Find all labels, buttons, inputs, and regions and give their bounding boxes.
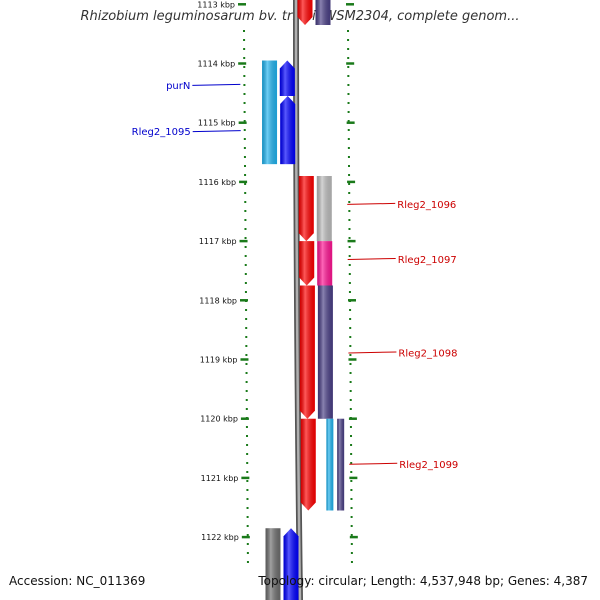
tick-label: 1118 kbp — [199, 296, 237, 305]
label-text: Rleg2_1097 — [398, 255, 457, 266]
label-leader-line — [348, 351, 397, 354]
label-text: purN — [166, 81, 190, 92]
accession-text: Accession: NC_011369 — [9, 574, 146, 588]
tick-label: 1122 kbp — [201, 533, 239, 542]
darkgray-gene-bottom[interactable] — [265, 528, 281, 600]
tick-label: 1114 kbp — [197, 60, 235, 69]
tick-label: 1117 kbp — [199, 237, 237, 246]
gene-label-rleg2_1097[interactable]: Rleg2_1097 — [347, 255, 457, 266]
gene-labels: purN Rleg2_1095 Rleg2_1096 Rleg2_1097 Rleg2_… — [132, 81, 459, 471]
gray-gene-1096[interactable] — [316, 175, 332, 242]
cyan-gene-purN[interactable] — [262, 60, 278, 165]
label-leader-line — [347, 202, 396, 205]
blue-gene-bottom[interactable] — [283, 528, 299, 600]
purple-gene-1099[interactable] — [337, 418, 345, 511]
red-gene-1099[interactable] — [300, 418, 316, 511]
label-text: Rleg2_1099 — [399, 460, 458, 471]
tick-label: 1121 kbp — [201, 474, 239, 483]
tick-label: 1116 kbp — [198, 178, 236, 187]
genome-backbone — [293, 0, 303, 600]
label-leader-line — [347, 257, 396, 260]
purple-gene-top[interactable] — [315, 0, 331, 26]
cyan-gene-1099[interactable] — [326, 418, 334, 511]
gene-label-rleg2_1098[interactable]: Rleg2_1098 — [348, 348, 457, 359]
magenta-gene-1097[interactable] — [317, 241, 333, 286]
backbone-line — [294, 0, 302, 600]
purple-gene-1098[interactable] — [317, 285, 333, 419]
label-leader-line — [192, 83, 241, 86]
red-gene-top[interactable] — [297, 0, 313, 26]
blue-gene-1095[interactable] — [280, 96, 296, 165]
label-text: Rleg2_1095 — [132, 127, 191, 138]
gene-label-rleg2_1095[interactable]: Rleg2_1095 — [132, 127, 241, 138]
topology-summary: Topology: circular; Length: 4,537,948 bp… — [258, 574, 588, 588]
tick-label: 1113 kbp — [197, 0, 235, 9]
tick-label: 1120 kbp — [200, 415, 238, 424]
tick-label: 1119 kbp — [200, 356, 238, 365]
tick-marks: 1113 kbp 1114 kbp 1115 kbp 1116 kbp 1117 kbp… — [197, 0, 358, 542]
blue-gene-purN[interactable] — [279, 60, 295, 97]
gene-label-rleg2_1099[interactable]: Rleg2_1099 — [349, 460, 458, 471]
label-text: Rleg2_1098 — [398, 348, 457, 359]
label-text: Rleg2_1096 — [397, 200, 456, 211]
gene-label-rleg2_1096[interactable]: Rleg2_1096 — [347, 200, 456, 211]
red-gene-1096[interactable] — [298, 175, 314, 242]
label-leader-line — [192, 130, 241, 133]
gene-features — [262, 0, 345, 600]
red-gene-1097[interactable] — [299, 241, 315, 286]
label-leader-line — [349, 462, 398, 465]
tick-label: 1115 kbp — [198, 119, 236, 128]
red-gene-1098[interactable] — [299, 285, 315, 419]
gene-label-purn[interactable]: purN — [166, 81, 241, 92]
